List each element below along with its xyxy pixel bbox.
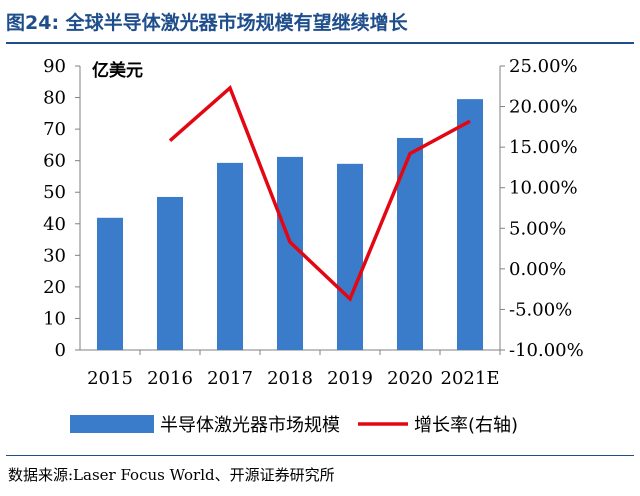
y-right-tick-label: 10.00% [509,178,578,199]
x-tick-label: 2018 [267,368,313,389]
y-right-tick-label: -5.00% [509,299,572,320]
chart-canvas: 0 10 20 30 40 50 60 70 80 90 -10.00% -5.00% 0.00% 5.0… [43,56,584,436]
bar [277,156,303,350]
y-right-tick-label: 0.00% [509,259,566,280]
y-right-tick-label: 15.00% [509,137,578,158]
y-right-tick-label: 20.00% [509,97,578,118]
bar [217,162,243,350]
x-tick-label: 2017 [207,368,253,389]
y-left-tick-label: 80 [43,88,66,109]
y-left-tick-label: 0 [55,340,66,361]
source-note: 数据来源:Laser Focus World、开源证券研究所 [8,466,335,484]
x-tick-label: 2015 [87,368,133,389]
y-right-tick-label: 25.00% [509,56,578,77]
figure-title: 图24: 全球半导体激光器市场规模有望继续增长 [6,11,408,34]
y-left-tick-label: 30 [43,245,66,266]
y-left-tick-label: 40 [43,214,66,235]
x-tick-label: 2019 [327,368,373,389]
legend-bar-label: 半导体激光器市场规模 [160,415,340,436]
footer-divider [6,455,634,456]
bar [337,163,363,350]
y-axis-unit-label: 亿美元 [92,61,143,81]
y-left-tick-label: 20 [43,277,66,298]
y-left-tick-label: 60 [43,151,66,172]
y-left-tick-label: 50 [43,182,66,203]
bar [457,99,483,350]
growth-rate-line [168,84,471,302]
title-divider [6,42,634,44]
x-tick-label: 2021E [441,368,500,389]
legend-bar-swatch [70,415,154,433]
y-left-tick-label: 10 [43,308,66,329]
y-left-tick-label: 70 [43,119,66,140]
y-right-tick-label: 5.00% [509,218,566,239]
bar [97,217,123,350]
x-tick-label: 2020 [387,368,433,389]
y-left-tick-label: 90 [43,56,66,77]
bar [397,137,423,350]
legend-line-label: 增长率(右轴) [414,415,518,436]
bar [157,196,183,350]
x-tick-label: 2016 [147,368,193,389]
y-right-tick-label: -10.00% [509,340,584,361]
